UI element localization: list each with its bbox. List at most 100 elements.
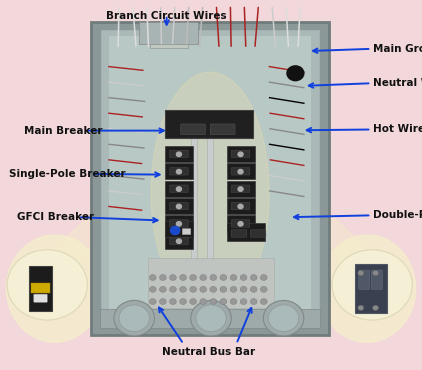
Circle shape [180,286,187,292]
Polygon shape [331,215,372,316]
Circle shape [176,239,181,243]
Circle shape [176,169,181,174]
Circle shape [200,275,207,280]
Ellipse shape [6,235,103,342]
Circle shape [170,275,176,280]
Circle shape [149,299,156,305]
FancyBboxPatch shape [210,124,235,135]
FancyBboxPatch shape [231,202,250,210]
FancyBboxPatch shape [91,22,329,335]
Circle shape [190,275,197,280]
Circle shape [238,169,243,174]
FancyBboxPatch shape [231,185,250,192]
Ellipse shape [319,235,416,342]
FancyBboxPatch shape [170,150,188,158]
Text: Double-Pole Breaker: Double-Pole Breaker [373,210,422,221]
Text: Single-Pole Breaker: Single-Pole Breaker [9,169,126,179]
FancyBboxPatch shape [165,163,193,179]
Circle shape [250,286,257,292]
FancyBboxPatch shape [207,118,213,307]
Circle shape [149,286,156,292]
FancyBboxPatch shape [181,124,206,135]
Circle shape [238,187,243,191]
Circle shape [230,299,237,305]
Circle shape [263,300,304,336]
FancyBboxPatch shape [29,266,52,311]
Circle shape [160,275,166,280]
FancyBboxPatch shape [165,198,193,214]
Circle shape [7,250,87,320]
Text: Main Breaker: Main Breaker [24,125,103,136]
Circle shape [200,286,207,292]
Circle shape [230,286,237,292]
FancyBboxPatch shape [34,294,47,302]
Circle shape [358,270,364,276]
Circle shape [358,305,364,310]
FancyBboxPatch shape [165,221,193,237]
FancyBboxPatch shape [31,283,50,293]
Circle shape [250,275,257,280]
Circle shape [240,299,247,305]
FancyBboxPatch shape [231,220,250,227]
Circle shape [240,275,247,280]
Circle shape [250,299,257,305]
FancyBboxPatch shape [227,223,265,241]
Circle shape [160,286,166,292]
FancyBboxPatch shape [227,181,255,197]
Circle shape [210,275,216,280]
FancyBboxPatch shape [139,22,198,44]
Polygon shape [47,215,91,316]
FancyBboxPatch shape [165,146,193,162]
FancyBboxPatch shape [231,150,250,158]
Circle shape [373,305,379,310]
Circle shape [176,152,181,157]
FancyBboxPatch shape [148,258,274,308]
Circle shape [240,286,247,292]
FancyBboxPatch shape [250,230,266,237]
FancyBboxPatch shape [109,36,311,322]
Circle shape [190,286,197,292]
FancyBboxPatch shape [191,118,197,307]
FancyBboxPatch shape [182,229,191,235]
Circle shape [114,300,154,336]
FancyBboxPatch shape [165,233,193,249]
Text: Neutral Wire: Neutral Wire [373,78,422,88]
FancyBboxPatch shape [170,220,188,227]
Circle shape [190,299,197,305]
Circle shape [191,300,231,336]
Text: Hot Wires from Meter: Hot Wires from Meter [373,124,422,135]
FancyBboxPatch shape [231,230,247,237]
Circle shape [268,305,299,332]
Circle shape [210,286,216,292]
Circle shape [238,204,243,209]
FancyBboxPatch shape [227,146,255,162]
Circle shape [238,222,243,226]
Circle shape [210,299,216,305]
FancyBboxPatch shape [150,44,188,48]
Text: GFCI Breaker: GFCI Breaker [17,212,94,222]
FancyBboxPatch shape [355,264,387,313]
Circle shape [230,275,237,280]
FancyBboxPatch shape [100,309,320,328]
FancyBboxPatch shape [359,270,370,289]
Circle shape [176,187,181,191]
FancyBboxPatch shape [100,29,320,328]
Circle shape [176,204,181,209]
FancyBboxPatch shape [371,270,382,289]
Circle shape [170,299,176,305]
Circle shape [180,299,187,305]
FancyBboxPatch shape [165,110,253,138]
Circle shape [200,299,207,305]
Circle shape [149,275,156,280]
Circle shape [180,275,187,280]
FancyBboxPatch shape [231,168,250,175]
FancyBboxPatch shape [170,185,188,192]
Circle shape [220,286,227,292]
Text: Main Ground Wire: Main Ground Wire [373,44,422,54]
Circle shape [196,305,226,332]
FancyBboxPatch shape [227,198,255,214]
Text: Neutral Bus Bar: Neutral Bus Bar [162,347,255,357]
Circle shape [170,286,176,292]
Circle shape [220,275,227,280]
Circle shape [260,299,267,305]
